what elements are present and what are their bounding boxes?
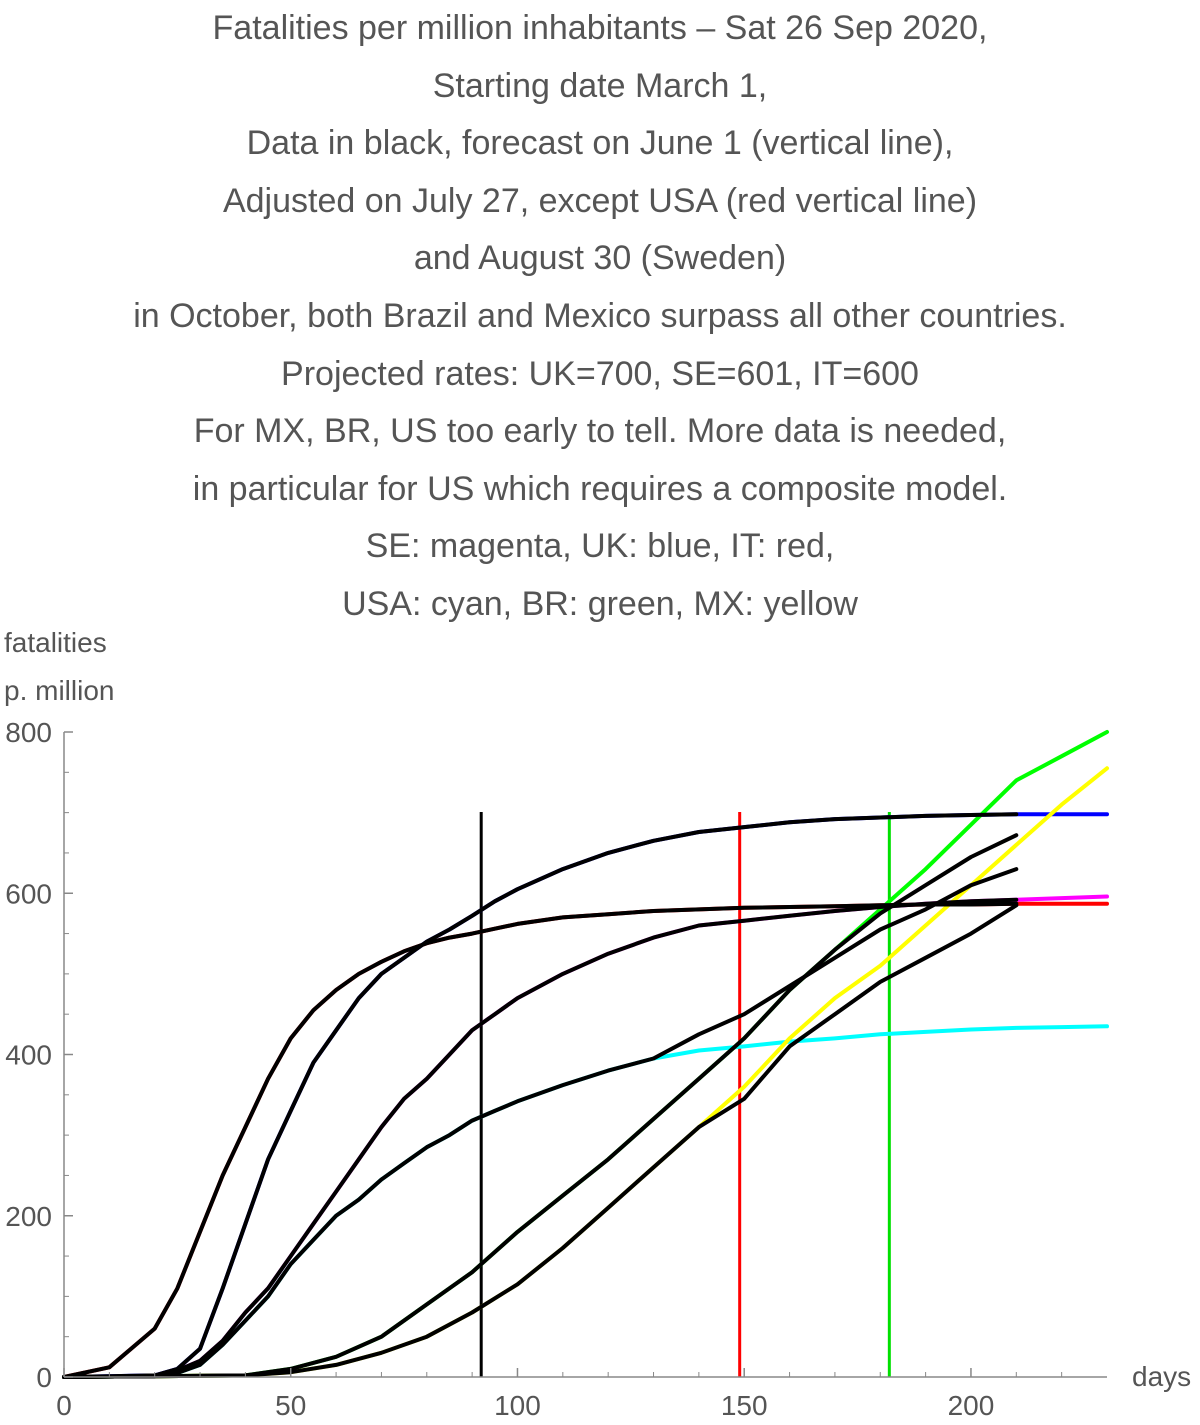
y-tick-label: 800 xyxy=(5,717,52,748)
title-line-6: in October, both Brazil and Mexico surpa… xyxy=(133,296,1067,335)
title-line-4: Adjusted on July 27, except USA (red ver… xyxy=(222,181,978,220)
y-axis-label-line-1: fatalities xyxy=(4,627,107,658)
model-line-5 xyxy=(62,730,1109,1379)
axes xyxy=(63,732,1107,1378)
y-tick-label: 0 xyxy=(36,1362,52,1393)
title-line-7: Projected rates: UK=700, SE=601, IT=600 xyxy=(281,354,919,393)
x-tick-label: 200 xyxy=(948,1390,995,1421)
y-tick-label: 400 xyxy=(5,1040,52,1071)
data-line-8 xyxy=(62,812,1019,1379)
chart-title: Fatalities per million inhabitants – Sat… xyxy=(0,0,1200,634)
x-axis-label: days xyxy=(1132,1361,1191,1392)
title-line-9: in particular for US which requires a co… xyxy=(192,469,1008,508)
data-line-11 xyxy=(62,833,1019,1379)
y-tick-label: 200 xyxy=(5,1201,52,1232)
y-tick-label: 600 xyxy=(5,878,52,909)
title-line-2: Starting date March 1, xyxy=(432,66,768,105)
title-line-3: Data in black, forecast on June 1 (verti… xyxy=(246,124,954,163)
title-line-8: For MX, BR, US too early to tell. More d… xyxy=(193,412,1007,451)
series-lines xyxy=(62,730,1109,1379)
x-tick-label: 100 xyxy=(494,1390,541,1421)
title-line-10: SE: magenta, UK: blue, IT: red, xyxy=(365,527,835,566)
ticks: 0 50 100 150 200 0 200 400 600 800 xyxy=(5,717,1063,1421)
title-line-5: and August 30 (Sweden) xyxy=(413,239,787,278)
x-tick-label: 0 xyxy=(56,1390,72,1421)
x-tick-label: 50 xyxy=(275,1390,306,1421)
data-line-7 xyxy=(62,901,1019,1379)
model-line-1 xyxy=(62,901,1109,1379)
title-line-1: Fatalities per million inhabitants – Sat… xyxy=(212,9,988,47)
model-line-3 xyxy=(62,894,1109,1379)
x-tick-label: 150 xyxy=(721,1390,768,1421)
y-axis-label-line-2: p. million xyxy=(4,675,114,706)
data-line-12 xyxy=(62,903,1019,1379)
data-line-9 xyxy=(62,897,1019,1379)
title-line-11: USA: cyan, BR: green, MX: yellow xyxy=(342,584,858,623)
data-line-10 xyxy=(62,867,1019,1379)
